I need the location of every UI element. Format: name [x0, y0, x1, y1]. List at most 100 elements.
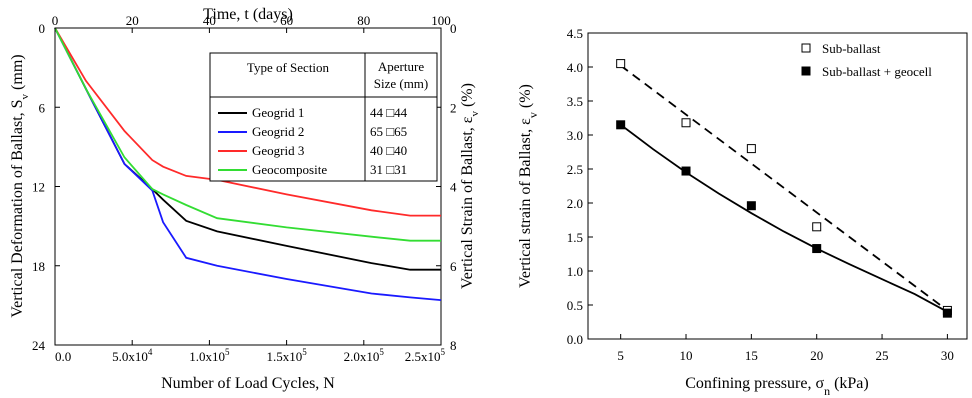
x-top-tick-label: 80 — [357, 13, 370, 28]
series-line-geocomposite — [54, 27, 441, 242]
y-axis-title-2-sub: v — [526, 112, 540, 118]
point-geocell — [616, 120, 626, 130]
x-bottom-tick-label-base: 0.0 — [55, 349, 71, 364]
x-axis-title-2: Confining pressure, σn (kPa) — [685, 375, 868, 398]
strain-chart: 5 10 15 20 25 30 0.0 0.5 1.0 1.5 2.0 2.5 3.0 3.5 4.0 4.… — [517, 26, 968, 398]
fit-line-geocell — [620, 124, 948, 313]
x-bottom-tick-label-base: 2.0x10 — [344, 349, 380, 364]
x-bottom-tick-label-exp: 4 — [148, 347, 153, 357]
y-right-tick-label: 4 — [450, 180, 457, 195]
point-geocell — [746, 201, 756, 211]
y-axis-left-title-main: Vertical Deformation of Ballast, S — [9, 99, 26, 317]
x-bottom-tick-label: 0.0 — [55, 349, 71, 364]
x-tick-label-2: 15 — [745, 348, 758, 363]
legend-row-name: Geogrid 1 — [252, 105, 304, 120]
x-axis-title-2-unit: (kPa) — [830, 375, 869, 392]
legend-row-aperture: 31 □31 — [370, 162, 407, 177]
y-axis-right-title-main: Vertical Strain of Ballast, ε — [459, 116, 476, 289]
x-tick-label-2: 25 — [876, 348, 889, 363]
legend-marker-geocell — [801, 66, 811, 76]
y-tick-label-2: 1.5 — [567, 230, 583, 245]
y-right-tick-label: 0 — [450, 21, 457, 36]
axis-ticks-2: 5 10 15 20 25 30 0.0 0.5 1.0 1.5 2.0 2.5 3.0 3.5 4.0 4.… — [567, 26, 954, 363]
legend-row-name: Geocomposite — [252, 162, 327, 177]
x-bottom-tick-label-exp: 5 — [379, 347, 384, 357]
y-tick-label-2: 4.0 — [567, 60, 583, 75]
y-tick-label-2: 0.5 — [567, 298, 583, 313]
y-left-tick-label: 12 — [32, 180, 45, 195]
legend-label-sub-ballast: Sub-ballast — [822, 41, 881, 56]
plot-frame-2 — [587, 32, 968, 340]
legend-row-aperture: 40 □40 — [370, 143, 407, 158]
x-top-tick-label: 100 — [431, 13, 451, 28]
point-sub-ballast — [616, 59, 626, 69]
x-bottom-tick-label: 2.5x105 — [405, 347, 446, 364]
y-axis-right-title-unit: (%) — [459, 83, 476, 111]
legend-label-geocell: Sub-ballast + geocell — [822, 64, 932, 79]
x-tick-label-2: 30 — [941, 348, 954, 363]
legend-row-aperture: 44 □44 — [370, 105, 408, 120]
legend-row-name: Geogrid 3 — [252, 143, 304, 158]
y-right-tick-label: 6 — [450, 259, 457, 274]
legend-rows: Geogrid 1 44 □44 Geogrid 2 65 □65 Geogrid 3 4… — [218, 105, 408, 177]
y-axis-left-title-unit: (mm) — [9, 54, 26, 94]
x-bottom-tick-label: 5.0x104 — [112, 347, 153, 364]
y-left-tick-label: 18 — [32, 259, 45, 274]
legend-outer-box — [209, 52, 438, 182]
fit-lines — [620, 64, 948, 313]
legend-header-aperture: Aperture — [378, 59, 424, 74]
y-right-tick-label: 2 — [450, 100, 457, 115]
y-left-tick-label: 24 — [32, 338, 46, 353]
point-sub-ballast — [681, 118, 691, 128]
legend-table: Type of Section Aperture Size (mm) Geogr… — [209, 52, 438, 182]
legend-row-name: Geogrid 2 — [252, 124, 304, 139]
x-bottom-tick-label: 1.0x105 — [189, 347, 230, 364]
y-tick-label-2: 4.5 — [567, 26, 583, 41]
data-points — [616, 59, 952, 318]
legend-header-aperture-size: Size (mm) — [374, 76, 429, 91]
point-sub-ballast — [746, 144, 756, 154]
x-axis-bottom-title: Number of Load Cycles, N — [161, 375, 335, 392]
series-lines — [54, 27, 442, 301]
legend-header-type: Type of Section — [247, 60, 330, 75]
x-bottom-tick-label-base: 2.5x10 — [405, 349, 441, 364]
y-tick-label-2: 0.0 — [567, 332, 583, 347]
y-left-tick-label: 6 — [39, 100, 46, 115]
x-axis-title-2-main: Confining pressure, σ — [685, 375, 824, 392]
y-tick-label-2: 2.0 — [567, 196, 583, 211]
y-axis-title-2-main: Vertical strain of Ballast, ε — [517, 118, 534, 288]
series-line-geogrid-3 — [54, 27, 441, 217]
x-axis-top-title: Time, t (days) — [203, 6, 293, 23]
x-tick-label-2: 5 — [617, 348, 624, 363]
x-bottom-tick-label-base: 1.5x10 — [266, 349, 302, 364]
x-bottom-tick-label-base: 1.0x10 — [189, 349, 225, 364]
y-tick-label-2: 1.0 — [567, 264, 583, 279]
point-geocell — [681, 166, 691, 176]
x-axis-title-2-sub: n — [824, 384, 830, 398]
x-bottom-tick-label-exp: 5 — [302, 347, 307, 357]
y-axis-title-2-unit: (%) — [517, 84, 534, 112]
x-top-tick-label: 40 — [203, 13, 216, 28]
x-top-tick-label: 20 — [126, 13, 139, 28]
y-axis-title-2: Vertical strain of Ballast, εv (%) — [517, 84, 540, 288]
fit-line-sub-ballast — [620, 64, 948, 312]
point-geocell — [942, 308, 952, 318]
y-axis-right-title-sub: v — [469, 111, 481, 117]
x-bottom-tick-label-base: 5.0x10 — [112, 349, 148, 364]
x-tick-label-2: 10 — [680, 348, 693, 363]
x-bottom-tick-label-exp: 5 — [441, 347, 446, 357]
y-tick-label-2: 3.0 — [567, 128, 583, 143]
legend-marker-sub-ballast — [801, 43, 811, 53]
legend-2: Sub-ballast Sub-ballast + geocell — [801, 41, 932, 79]
point-geocell — [812, 244, 822, 254]
x-top-tick-label: 60 — [280, 13, 293, 28]
y-axis-left-title: Vertical Deformation of Ballast, Sv (mm) — [9, 54, 31, 317]
series-line-geogrid-2 — [54, 27, 442, 301]
point-sub-ballast — [812, 222, 822, 232]
y-tick-label-2: 3.5 — [567, 94, 583, 109]
y-tick-label-2: 2.5 — [567, 162, 583, 177]
legend-row-aperture: 65 □65 — [370, 124, 407, 139]
